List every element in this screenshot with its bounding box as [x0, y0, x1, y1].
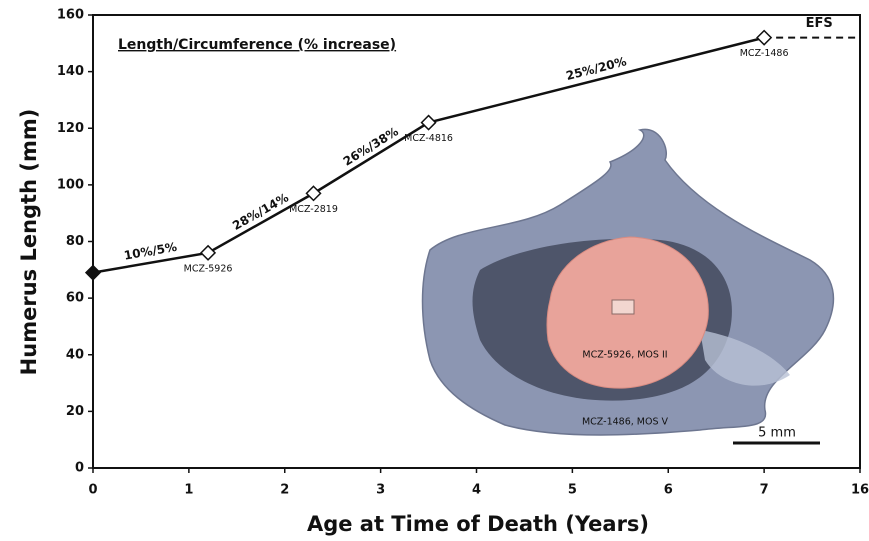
point-label: MCZ-5926: [184, 263, 233, 274]
x-tick-label: 2: [280, 483, 289, 498]
y-tick-label: 100: [57, 177, 84, 192]
segment-label: 25%/20%: [565, 54, 628, 83]
data-point: [757, 31, 771, 45]
y-tick-label: 60: [66, 291, 84, 306]
x-tick-label: 3: [376, 483, 385, 498]
inset-inner-label: MCZ-5926, MOS II: [582, 350, 667, 361]
point-label: MCZ-2819: [289, 204, 338, 215]
y-tick-label: 160: [57, 8, 84, 23]
x-axis-title: Age at Time of Death (Years): [307, 512, 649, 536]
efs-label: EFS: [806, 16, 833, 31]
y-axis-title: Humerus Length (mm): [17, 109, 41, 376]
x-tick-label: 5: [568, 483, 577, 498]
annotation: Length/Circumference (% increase): [118, 37, 396, 53]
chart: MCZ-5926, MOS II MCZ-1486, MOS V 5 mm Le…: [0, 0, 869, 541]
x-tick-label: 6: [664, 483, 673, 498]
point-label: MCZ-1486: [740, 48, 789, 59]
y-tick-label: 140: [57, 64, 84, 79]
data-point: [86, 266, 100, 280]
x-tick-label: 0: [88, 483, 97, 498]
x-tick-label: 7: [760, 483, 769, 498]
x-tick-label: 16: [851, 483, 869, 498]
x-tick-label: 4: [472, 483, 481, 498]
y-tick-label: 120: [57, 121, 84, 136]
y-tick-label: 20: [66, 404, 84, 419]
scale-bar-label: 5 mm: [758, 426, 796, 441]
bone-inset: [423, 129, 834, 443]
data-point: [201, 246, 215, 260]
y-tick-label: 80: [66, 234, 84, 249]
point-label: MCZ-4816: [404, 133, 453, 144]
inset-outer-label: MCZ-1486, MOS V: [582, 417, 669, 428]
y-tick-label: 0: [75, 461, 84, 476]
x-tick-label: 1: [184, 483, 193, 498]
y-tick-label: 40: [66, 347, 84, 362]
data-point: [422, 116, 436, 130]
data-point: [307, 186, 321, 200]
